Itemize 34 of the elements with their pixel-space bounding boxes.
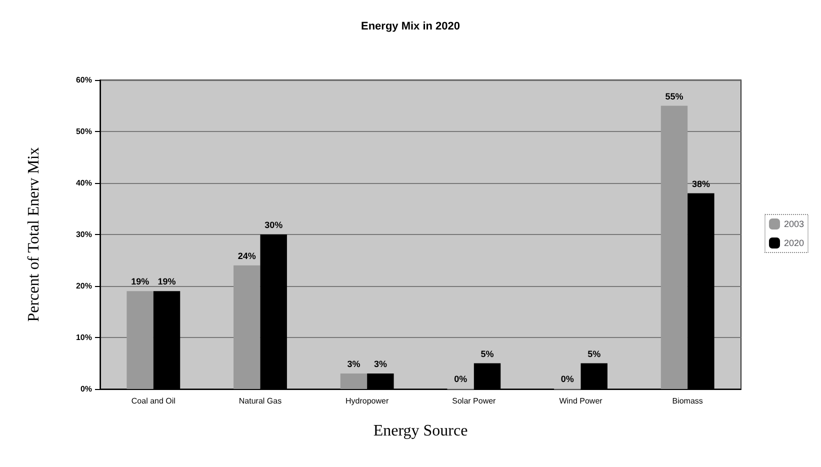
y-tick-label: 50%: [76, 127, 92, 136]
x-tick-label: Wind Power: [559, 396, 603, 406]
legend-label: 2003: [784, 219, 804, 229]
x-tick-label: Solar Power: [452, 396, 496, 406]
x-tick-label: Hydropower: [346, 396, 389, 406]
data-label: 38%: [692, 178, 710, 189]
data-label: 3%: [347, 359, 360, 370]
bar: [340, 374, 368, 389]
y-tick-label: 0%: [80, 384, 92, 394]
y-axis-title: Percent of Total Enerv Mix: [26, 147, 42, 322]
data-label: 0%: [560, 374, 574, 384]
y-tick-label: 40%: [76, 178, 92, 188]
data-label: 30%: [264, 220, 283, 230]
data-label: 55%: [665, 91, 684, 102]
y-tick-label: 20%: [76, 282, 92, 290]
data-label: 0%: [454, 374, 468, 384]
y-tick-label: 60%: [76, 76, 92, 84]
data-label: 19%: [158, 276, 176, 287]
legend-label: 2020: [784, 238, 804, 248]
x-axis-title: Energy Source: [373, 422, 468, 440]
x-tick-label: Natural Gas: [238, 396, 282, 406]
data-label: 5%: [480, 348, 494, 359]
data-label: 3%: [374, 359, 387, 370]
data-label: 24%: [238, 250, 256, 261]
bar: [660, 106, 688, 389]
y-tick-label: 10%: [76, 333, 92, 342]
y-tick-label: 30%: [76, 230, 92, 239]
data-label: 5%: [588, 348, 601, 359]
x-tick-label: Biomass: [672, 396, 703, 406]
x-tick-label: Coal and Oil: [131, 396, 176, 406]
bar: [234, 265, 260, 389]
chart-title: Energy Mix in 2020: [360, 20, 460, 32]
data-label: 19%: [131, 276, 150, 287]
bar: [126, 291, 154, 389]
